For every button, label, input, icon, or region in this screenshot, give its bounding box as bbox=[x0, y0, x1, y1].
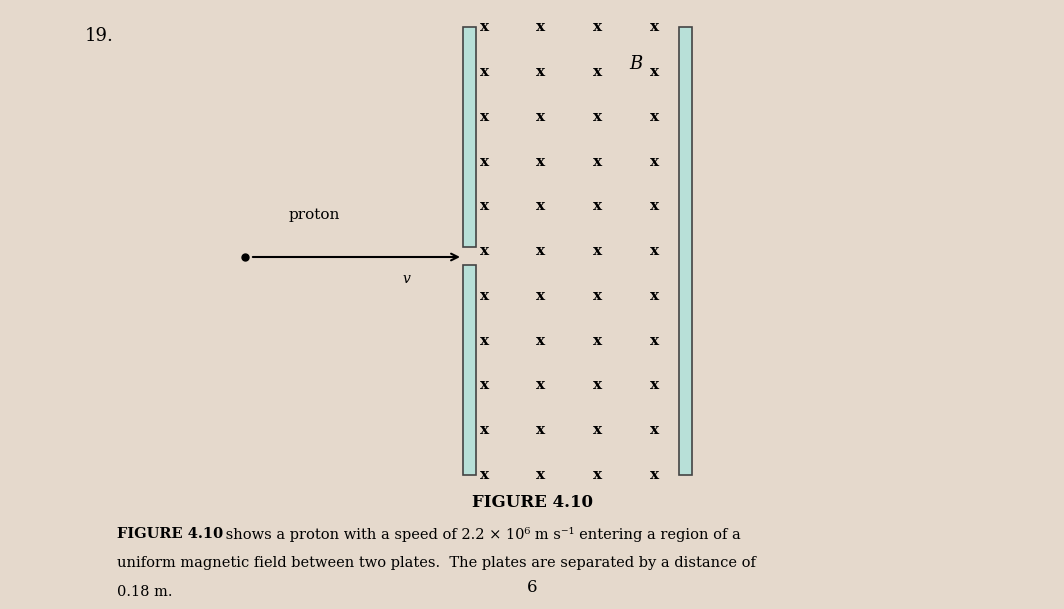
Text: x: x bbox=[536, 289, 545, 303]
Text: x: x bbox=[650, 110, 659, 124]
Text: x: x bbox=[594, 334, 602, 348]
Text: 19.: 19. bbox=[85, 27, 114, 46]
Text: uniform magnetic field between two plates.  The plates are separated by a distan: uniform magnetic field between two plate… bbox=[117, 556, 755, 570]
Text: x: x bbox=[650, 21, 659, 34]
Text: x: x bbox=[536, 65, 545, 79]
Text: x: x bbox=[480, 379, 488, 392]
Text: x: x bbox=[536, 21, 545, 34]
Text: x: x bbox=[480, 200, 488, 213]
Text: x: x bbox=[594, 21, 602, 34]
Bar bbox=[463, 27, 476, 247]
Text: x: x bbox=[480, 155, 488, 169]
Text: x: x bbox=[480, 468, 488, 482]
Text: x: x bbox=[650, 423, 659, 437]
Text: x: x bbox=[480, 110, 488, 124]
Text: B: B bbox=[630, 55, 643, 73]
Text: x: x bbox=[594, 468, 602, 482]
Text: x: x bbox=[480, 244, 488, 258]
Text: x: x bbox=[480, 65, 488, 79]
Text: x: x bbox=[594, 244, 602, 258]
Text: x: x bbox=[536, 200, 545, 213]
Text: x: x bbox=[536, 379, 545, 392]
Text: x: x bbox=[536, 110, 545, 124]
Text: shows a proton with a speed of 2.2 × 10⁶ m s⁻¹ entering a region of a: shows a proton with a speed of 2.2 × 10⁶… bbox=[221, 527, 741, 542]
Text: x: x bbox=[480, 334, 488, 348]
Text: 0.18 m.: 0.18 m. bbox=[117, 585, 172, 599]
Text: x: x bbox=[594, 200, 602, 213]
Text: x: x bbox=[650, 468, 659, 482]
Text: x: x bbox=[594, 65, 602, 79]
Text: x: x bbox=[536, 334, 545, 348]
Text: x: x bbox=[594, 423, 602, 437]
Text: x: x bbox=[650, 289, 659, 303]
Text: x: x bbox=[650, 244, 659, 258]
Text: x: x bbox=[594, 289, 602, 303]
Text: x: x bbox=[536, 155, 545, 169]
Text: x: x bbox=[594, 110, 602, 124]
Text: FIGURE 4.10: FIGURE 4.10 bbox=[117, 527, 223, 541]
Text: x: x bbox=[594, 155, 602, 169]
Text: FIGURE 4.10: FIGURE 4.10 bbox=[471, 494, 593, 511]
Text: x: x bbox=[594, 379, 602, 392]
Text: x: x bbox=[650, 379, 659, 392]
Text: x: x bbox=[536, 423, 545, 437]
Bar bbox=[679, 27, 692, 475]
Text: x: x bbox=[536, 244, 545, 258]
Bar bbox=[463, 265, 476, 475]
Text: x: x bbox=[650, 65, 659, 79]
Text: x: x bbox=[650, 200, 659, 213]
Text: x: x bbox=[650, 155, 659, 169]
Text: x: x bbox=[536, 468, 545, 482]
Text: 6: 6 bbox=[527, 579, 537, 596]
Text: v: v bbox=[402, 272, 410, 286]
Text: x: x bbox=[480, 423, 488, 437]
Text: x: x bbox=[480, 21, 488, 34]
Text: x: x bbox=[480, 289, 488, 303]
Text: proton: proton bbox=[288, 208, 339, 222]
Text: x: x bbox=[650, 334, 659, 348]
